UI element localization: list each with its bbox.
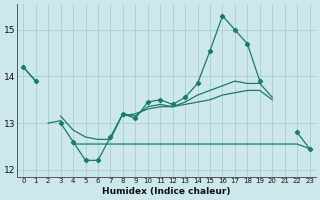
X-axis label: Humidex (Indice chaleur): Humidex (Indice chaleur) [102, 187, 231, 196]
